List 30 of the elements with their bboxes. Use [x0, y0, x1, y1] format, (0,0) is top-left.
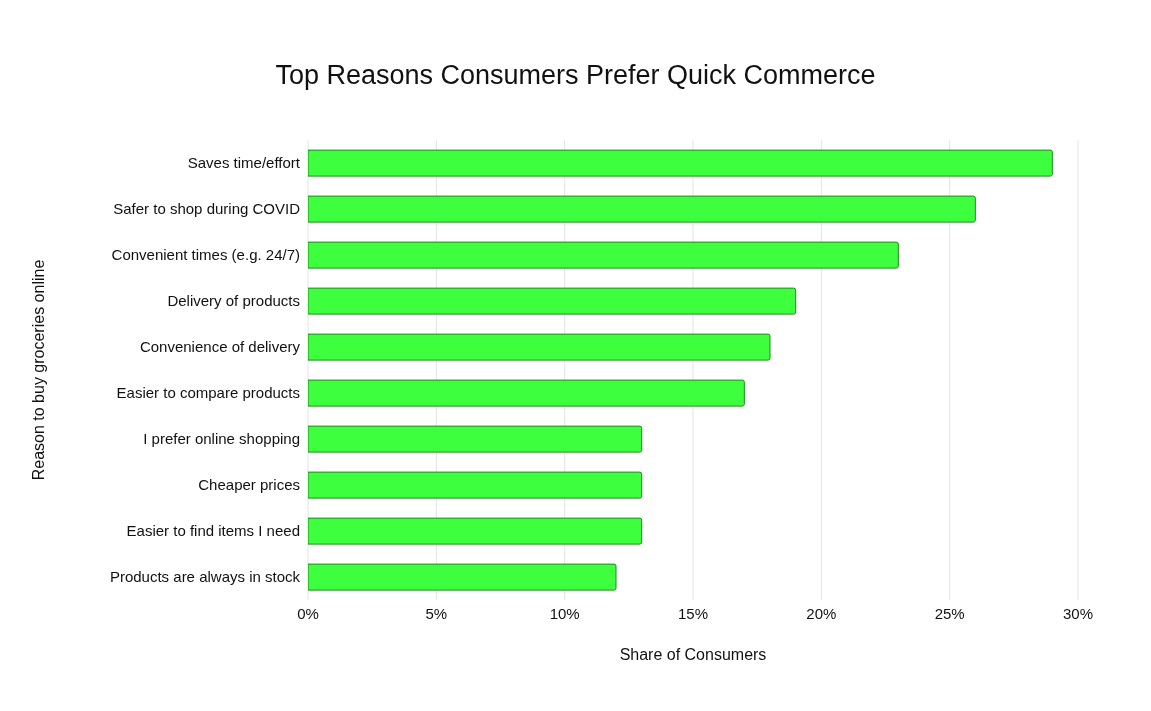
y-tick-label: Easier to compare products [116, 384, 300, 402]
x-tick-label: 30% [1062, 604, 1094, 622]
y-axis-title: Reason to buy groceries online [29, 259, 47, 481]
bar [308, 425, 643, 453]
x-tick-label: 20% [806, 604, 837, 622]
y-tick-label: Saves time/effort [187, 154, 301, 172]
y-tick-label: Convenience of delivery [139, 338, 301, 356]
y-tick-label: Safer to shop during COVID [113, 200, 301, 218]
y-tick-label: I prefer online shopping [143, 430, 300, 448]
bar [308, 195, 976, 223]
y-tick-label: Cheaper prices [198, 476, 300, 494]
bar [308, 471, 643, 499]
y-tick-label: Delivery of products [167, 292, 300, 310]
bar [308, 379, 745, 407]
bar [308, 149, 1053, 177]
chart-title: Top Reasons Consumers Prefer Quick Commerce [274, 59, 877, 92]
bar [308, 333, 771, 361]
bar [308, 287, 797, 315]
x-tick-label: 15% [677, 604, 709, 622]
x-tick-label: 25% [934, 604, 965, 622]
bar [308, 517, 643, 545]
bar [308, 241, 899, 269]
y-tick-label: Convenient times (e.g. 24/7) [111, 246, 300, 264]
y-tick-label: Products are always in stock [109, 568, 301, 586]
x-axis-title: Share of Consumers [619, 646, 767, 663]
x-tick-label: 5% [425, 604, 448, 622]
bar [308, 563, 617, 591]
x-tick-label: 0% [297, 604, 319, 622]
y-tick-label: Easier to find items I need [126, 522, 300, 540]
x-tick-label: 10% [549, 604, 580, 622]
